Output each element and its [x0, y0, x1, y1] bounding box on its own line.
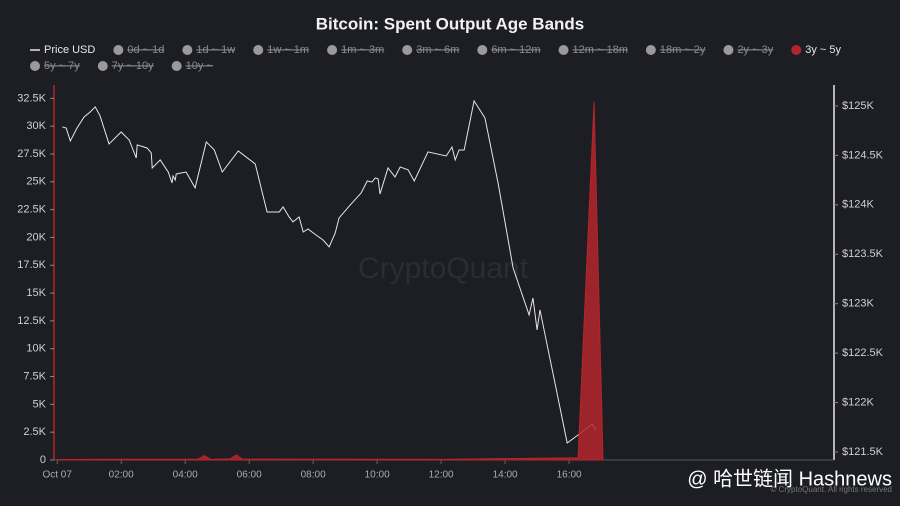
- legend-label: 10y ~: [186, 60, 213, 72]
- legend-swatch: [645, 45, 656, 55]
- legend-label: 6m ~ 12m: [491, 44, 540, 56]
- legend-swatch: [30, 61, 40, 71]
- legend-label: 3m ~ 6m: [416, 44, 459, 56]
- legend-swatch: [171, 61, 182, 71]
- x-tick-label: 10:00: [365, 470, 390, 481]
- y-tick-label: 22.5K: [17, 204, 46, 216]
- y-tick-label: 7.5K: [23, 370, 46, 382]
- legend-swatch: [477, 45, 488, 55]
- y2-tick-label: $122K: [842, 396, 874, 408]
- legend-item[interactable]: 1w ~ 1m: [253, 44, 309, 56]
- legend-label: 18m ~ 2y: [660, 44, 706, 56]
- legend-label: 1w ~ 1m: [267, 44, 309, 56]
- legend-swatch: [327, 45, 338, 55]
- y-tick-label: 27.5K: [17, 148, 46, 160]
- y-tick-label: 15K: [26, 287, 46, 299]
- legend-label: Price USD: [44, 44, 95, 56]
- legend-item[interactable]: 12m ~ 18m: [558, 44, 628, 56]
- x-tick-label: 06:00: [237, 470, 262, 481]
- legend-label: 12m ~ 18m: [573, 44, 628, 56]
- legend-item[interactable]: 1m ~ 3m: [327, 44, 384, 56]
- y2-tick-label: $123.5K: [842, 248, 884, 260]
- y2-tick-label: $125K: [842, 100, 874, 112]
- x-tick-label: 04:00: [173, 470, 198, 481]
- y-tick-label: 2.5K: [23, 426, 46, 438]
- legend-item[interactable]: 5y ~ 7y: [30, 60, 80, 72]
- x-tick-label: Oct 07: [42, 470, 72, 481]
- legend-item[interactable]: 2y ~ 3y: [723, 44, 774, 56]
- legend-swatch: [182, 45, 193, 55]
- legend-item[interactable]: 10y ~: [171, 60, 213, 72]
- y-tick-label: 5K: [33, 398, 47, 410]
- legend-swatch: [253, 45, 264, 55]
- legend-label: 5y ~ 7y: [44, 60, 80, 72]
- x-tick-label: 08:00: [301, 470, 326, 481]
- legend-item[interactable]: 3y ~ 5y: [791, 44, 841, 56]
- copyright: © CryptoQuant. All rights reserved: [771, 485, 893, 494]
- y2-tick-label: $123K: [842, 298, 874, 310]
- y-tick-label: 10K: [26, 343, 46, 355]
- y2-tick-label: $121.5K: [842, 446, 884, 458]
- overlay-text: @ 哈世链闻 Hashnews: [687, 467, 892, 490]
- legend-swatch: [723, 45, 734, 55]
- price-line: [62, 99, 597, 444]
- legend-swatch: [113, 45, 124, 55]
- y-tick-label: 17.5K: [17, 259, 46, 271]
- y2-tick-label: $122.5K: [842, 347, 884, 359]
- legend-item[interactable]: 18m ~ 2y: [645, 44, 706, 56]
- x-tick-label: 02:00: [109, 470, 134, 481]
- y2-tick-label: $124K: [842, 199, 874, 211]
- legend-swatch: [791, 45, 802, 55]
- legend-item[interactable]: 1d ~ 1w: [182, 44, 235, 56]
- y-tick-label: 25K: [26, 176, 46, 188]
- legend-swatch: [97, 61, 108, 71]
- y-tick-label: 12.5K: [17, 315, 46, 327]
- legend-label: 1d ~ 1w: [196, 44, 235, 56]
- x-tick-label: 12:00: [429, 470, 454, 481]
- legend-item[interactable]: 0d ~ 1d: [113, 44, 164, 56]
- y-tick-label: 32.5K: [17, 92, 46, 104]
- legend-label: 0d ~ 1d: [127, 44, 164, 56]
- area: [56, 101, 604, 461]
- legend-item[interactable]: 3m ~ 6m: [402, 44, 459, 56]
- x-tick-label: 16:00: [557, 470, 582, 481]
- legend-label: 1m ~ 3m: [341, 44, 384, 56]
- y-tick-label: 30K: [26, 120, 46, 132]
- legend-label: 3y ~ 5y: [805, 44, 841, 56]
- watermark: CryptoQuant: [358, 252, 529, 285]
- legend-label: 7y ~ 10y: [112, 60, 154, 72]
- legend-swatch: [402, 45, 413, 55]
- y2-tick-label: $124.5K: [842, 149, 884, 161]
- legend-item[interactable]: 7y ~ 10y: [97, 60, 154, 72]
- y-tick-label: 20K: [26, 231, 46, 243]
- legend-label: 2y ~ 3y: [737, 44, 773, 56]
- legend-item[interactable]: 6m ~ 12m: [477, 44, 541, 56]
- legend-item[interactable]: Price USD: [30, 44, 95, 56]
- x-tick-label: 14:00: [493, 470, 518, 481]
- y-tick-label: 0: [40, 454, 46, 466]
- chart-title: Bitcoin: Spent Output Age Bands: [316, 14, 585, 33]
- legend-swatch: [558, 45, 569, 55]
